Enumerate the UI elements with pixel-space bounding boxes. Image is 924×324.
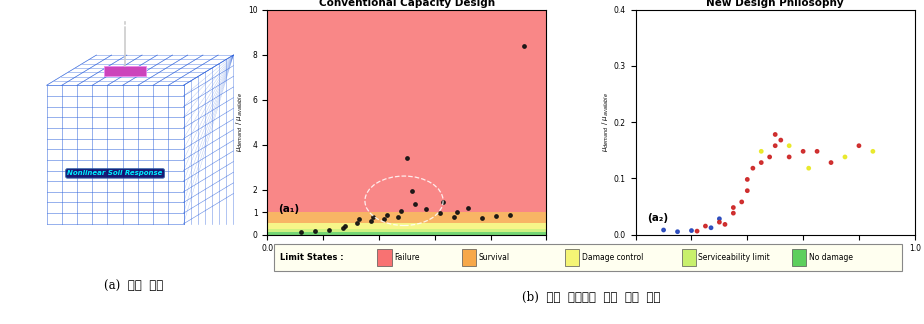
Point xyxy=(768,143,783,148)
Point xyxy=(399,156,414,161)
Point xyxy=(735,199,749,204)
Text: Failure: Failure xyxy=(395,253,419,262)
Point xyxy=(391,214,406,220)
Bar xyxy=(267,212,546,223)
Point xyxy=(352,217,367,222)
Point xyxy=(489,214,504,219)
Bar xyxy=(682,249,696,266)
Point xyxy=(517,43,531,48)
Title: Conventional Capacity Design: Conventional Capacity Design xyxy=(319,0,495,7)
Point xyxy=(718,222,733,227)
X-axis label: $a_g$ (g): $a_g$ (g) xyxy=(394,256,420,269)
Bar xyxy=(461,249,476,266)
Point xyxy=(866,149,881,154)
Point xyxy=(656,227,671,233)
Point xyxy=(712,216,727,221)
Text: No damage: No damage xyxy=(808,253,853,262)
Point xyxy=(405,188,419,193)
Point xyxy=(689,228,704,234)
Point xyxy=(394,208,408,214)
Point xyxy=(801,166,816,171)
Text: Serviceability limit: Serviceability limit xyxy=(699,253,771,262)
Bar xyxy=(267,232,546,235)
Text: Nonlinear Soil Response: Nonlinear Soil Response xyxy=(67,170,163,176)
Point xyxy=(782,154,796,159)
Point xyxy=(809,149,824,154)
Point xyxy=(852,143,867,148)
Point xyxy=(782,143,796,148)
Text: Damage control: Damage control xyxy=(582,253,643,262)
Point xyxy=(475,216,490,221)
Y-axis label: $\mu_{demand}$ / $\mu_{available}$: $\mu_{demand}$ / $\mu_{available}$ xyxy=(235,92,245,152)
Point xyxy=(684,228,699,233)
Point xyxy=(726,211,741,216)
Point xyxy=(363,219,378,224)
Point xyxy=(754,160,769,165)
Text: Limit States :: Limit States : xyxy=(280,253,344,262)
Point xyxy=(322,227,336,232)
Point xyxy=(740,177,755,182)
Bar xyxy=(565,249,579,266)
Text: (a₁): (a₁) xyxy=(278,204,299,214)
Point xyxy=(740,188,755,193)
Point xyxy=(762,154,777,159)
Text: (a₂): (a₂) xyxy=(647,213,668,223)
Title: New Design Philosophy: New Design Philosophy xyxy=(706,0,844,7)
Point xyxy=(436,199,451,204)
Point xyxy=(746,166,760,171)
Point xyxy=(407,202,422,207)
Point xyxy=(419,206,433,211)
Point xyxy=(461,205,476,211)
Bar xyxy=(267,229,546,232)
Point xyxy=(773,137,788,143)
X-axis label: $a_g$ (g): $a_g$ (g) xyxy=(762,256,788,269)
Point xyxy=(380,212,395,217)
Point xyxy=(377,217,392,222)
Point xyxy=(293,229,308,235)
Bar xyxy=(377,249,392,266)
Point xyxy=(338,223,353,228)
Point xyxy=(447,214,462,220)
FancyBboxPatch shape xyxy=(274,244,902,272)
Point xyxy=(837,154,852,159)
Point xyxy=(823,160,838,165)
Point xyxy=(450,210,465,215)
Y-axis label: $\mu_{demand}$ / $\mu_{available}$: $\mu_{demand}$ / $\mu_{available}$ xyxy=(601,92,611,152)
Text: (b)  상부  구조물의  변형  발생  결과: (b) 상부 구조물의 변형 발생 결과 xyxy=(522,291,660,304)
Point xyxy=(796,149,810,154)
Point xyxy=(703,225,718,230)
Point xyxy=(349,220,364,226)
Polygon shape xyxy=(103,66,146,76)
Point xyxy=(768,132,783,137)
Point xyxy=(698,224,712,229)
Point xyxy=(670,229,685,234)
Point xyxy=(308,228,322,234)
Bar xyxy=(267,223,546,229)
Text: (a)  해석  모델: (a) 해석 모델 xyxy=(104,280,164,293)
Text: Survival: Survival xyxy=(479,253,509,262)
Point xyxy=(335,226,350,231)
Point xyxy=(503,212,517,217)
Point xyxy=(433,211,448,216)
Point xyxy=(726,205,741,210)
Point xyxy=(754,149,769,154)
Point xyxy=(712,220,727,225)
Bar xyxy=(792,249,806,266)
Point xyxy=(366,214,381,220)
